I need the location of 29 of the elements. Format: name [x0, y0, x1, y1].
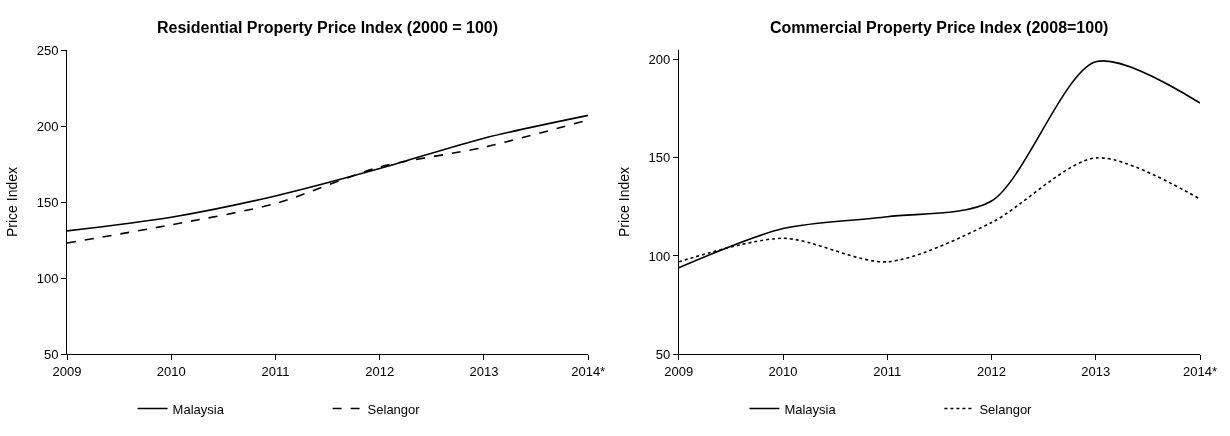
x-tick-label: 2011 — [261, 363, 290, 379]
y-tick-label: 250 — [36, 42, 59, 58]
y-axis-title: Price Index — [4, 166, 21, 238]
x-tick-label: 2014* — [1183, 363, 1217, 379]
legend-label: Malaysia — [172, 401, 225, 417]
x-tick-label: 2011 — [873, 363, 902, 379]
x-tick-label: 2014* — [571, 363, 606, 379]
y-tick-label: 150 — [648, 150, 671, 166]
x-tick-label: 2010 — [768, 363, 798, 379]
x-tick-label: 2013 — [469, 363, 499, 379]
legend-label: Malaysia — [784, 401, 837, 417]
legend-label: Selangor — [979, 401, 1033, 417]
y-tick-label: 50 — [43, 346, 59, 362]
x-tick-label: 2010 — [156, 363, 186, 379]
x-tick-label: 2013 — [1081, 363, 1111, 379]
y-tick-label: 100 — [648, 248, 671, 264]
chart-title: Commercial Property Price Index (2008=100) — [770, 19, 1109, 36]
x-tick-label: 2009 — [664, 363, 694, 379]
x-tick-label: 2012 — [977, 363, 1006, 379]
y-axis-title: Price Index — [616, 166, 633, 238]
legend-label: Selangor — [367, 401, 421, 417]
x-tick-label: 2009 — [52, 363, 82, 379]
y-tick-label: 150 — [36, 194, 59, 210]
y-tick-label: 50 — [655, 346, 671, 362]
chart-title: Residential Property Price Index (2000 = 100) — [157, 19, 499, 36]
y-tick-label: 100 — [36, 270, 59, 286]
x-tick-label: 2012 — [365, 363, 395, 379]
y-tick-label: 200 — [648, 52, 671, 68]
y-tick-label: 200 — [36, 118, 59, 134]
